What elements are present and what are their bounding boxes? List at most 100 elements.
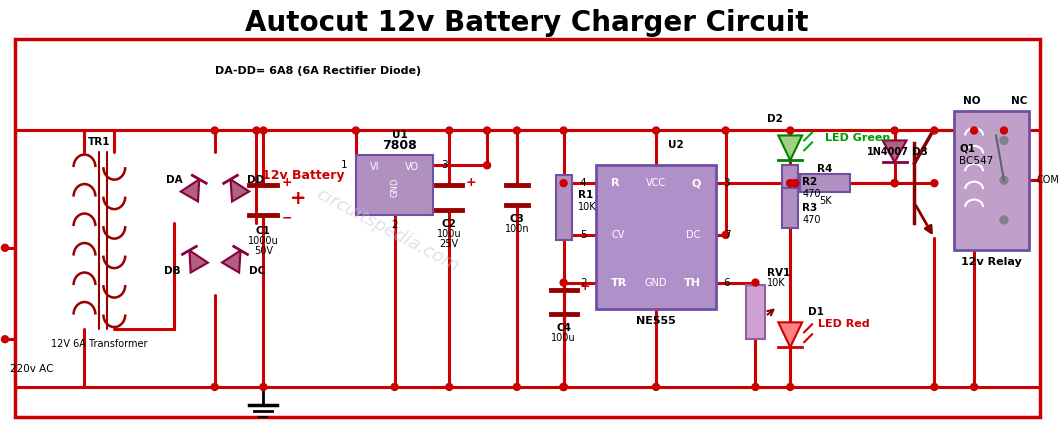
- Circle shape: [653, 383, 660, 391]
- Text: LED Red: LED Red: [818, 319, 870, 329]
- Text: +: +: [465, 176, 475, 189]
- Circle shape: [211, 383, 219, 391]
- Text: NE555: NE555: [637, 316, 676, 326]
- Circle shape: [446, 383, 453, 391]
- Text: +: +: [290, 189, 307, 207]
- Circle shape: [971, 383, 977, 391]
- Text: C2: C2: [441, 219, 456, 229]
- Text: R3: R3: [802, 203, 817, 213]
- Text: D3: D3: [912, 147, 928, 157]
- Text: 2: 2: [580, 278, 587, 288]
- Bar: [556, 175, 572, 240]
- Text: 12v Battery: 12v Battery: [262, 169, 345, 182]
- Text: D1: D1: [808, 307, 824, 317]
- Circle shape: [999, 176, 1008, 184]
- Circle shape: [514, 383, 520, 391]
- Polygon shape: [230, 179, 249, 201]
- Circle shape: [260, 383, 267, 391]
- Text: Q1: Q1: [959, 143, 975, 153]
- Text: Autocut 12v Battery Charger Circuit: Autocut 12v Battery Charger Circuit: [245, 9, 808, 37]
- Text: 470: 470: [802, 215, 820, 225]
- Circle shape: [723, 231, 729, 238]
- Text: 100n: 100n: [505, 224, 529, 234]
- Text: GND: GND: [645, 278, 667, 288]
- Text: Q: Q: [692, 178, 700, 188]
- Bar: [800, 174, 850, 192]
- Circle shape: [653, 127, 660, 134]
- Text: 1N4007: 1N4007: [867, 147, 908, 157]
- Text: BC547: BC547: [959, 156, 993, 166]
- Text: DB: DB: [164, 266, 180, 276]
- Circle shape: [792, 180, 799, 187]
- Text: C1: C1: [256, 226, 271, 236]
- Text: R: R: [611, 178, 620, 188]
- Circle shape: [999, 136, 1008, 145]
- Circle shape: [253, 127, 260, 134]
- Text: 10K: 10K: [767, 278, 786, 288]
- Text: DA: DA: [167, 175, 182, 185]
- Text: TR: TR: [611, 278, 627, 288]
- Circle shape: [787, 180, 794, 187]
- Text: U2: U2: [668, 140, 683, 150]
- Text: 470: 470: [802, 189, 820, 199]
- Circle shape: [484, 127, 490, 134]
- Bar: [782, 188, 798, 228]
- Circle shape: [752, 383, 759, 391]
- Circle shape: [211, 127, 219, 134]
- Text: 6: 6: [724, 278, 730, 288]
- Text: 2: 2: [392, 220, 398, 230]
- Bar: [15, 39, 1040, 417]
- Text: 3: 3: [724, 178, 730, 188]
- Bar: [596, 165, 716, 309]
- Text: TH: TH: [683, 278, 700, 288]
- Circle shape: [930, 180, 938, 187]
- Text: TR1: TR1: [88, 137, 110, 147]
- Text: U1: U1: [392, 130, 407, 141]
- Text: 4: 4: [580, 178, 587, 188]
- Circle shape: [560, 383, 567, 391]
- Text: circuitspedia.com: circuitspedia.com: [313, 184, 462, 275]
- Circle shape: [891, 180, 898, 187]
- Circle shape: [514, 127, 520, 134]
- Text: 25V: 25V: [439, 239, 458, 249]
- Text: 100u: 100u: [552, 333, 576, 343]
- Circle shape: [787, 127, 794, 134]
- Circle shape: [930, 127, 938, 134]
- Circle shape: [792, 180, 799, 187]
- Bar: [782, 165, 798, 200]
- Text: 5K: 5K: [819, 196, 832, 206]
- Text: 100u: 100u: [437, 229, 462, 239]
- Circle shape: [787, 383, 794, 391]
- Circle shape: [560, 383, 567, 391]
- Text: CV: CV: [611, 230, 625, 240]
- Text: VI: VI: [370, 162, 379, 172]
- Circle shape: [787, 180, 794, 187]
- Text: 12v Relay: 12v Relay: [960, 257, 1022, 267]
- Text: R2: R2: [802, 177, 817, 187]
- Text: VCC: VCC: [646, 178, 666, 188]
- Polygon shape: [189, 250, 208, 272]
- Text: VO: VO: [405, 162, 419, 172]
- Text: +: +: [281, 176, 292, 189]
- Text: COM: COM: [1037, 175, 1060, 185]
- Text: 1: 1: [342, 160, 348, 170]
- Circle shape: [352, 127, 360, 134]
- Circle shape: [891, 180, 898, 187]
- Text: 1000u: 1000u: [248, 236, 279, 246]
- Polygon shape: [180, 179, 199, 201]
- Text: RV1: RV1: [767, 268, 790, 278]
- Circle shape: [723, 127, 729, 134]
- Bar: [954, 110, 1029, 250]
- Bar: [746, 285, 765, 339]
- Text: −: −: [281, 212, 292, 224]
- Circle shape: [560, 127, 567, 134]
- Text: R1: R1: [577, 190, 593, 200]
- Text: GND: GND: [390, 178, 399, 197]
- Text: C4: C4: [556, 323, 571, 333]
- Circle shape: [891, 127, 898, 134]
- Circle shape: [560, 180, 567, 187]
- Circle shape: [1001, 127, 1008, 134]
- Text: 7: 7: [724, 230, 730, 240]
- Text: NO: NO: [963, 96, 980, 106]
- Text: 7808: 7808: [382, 139, 417, 152]
